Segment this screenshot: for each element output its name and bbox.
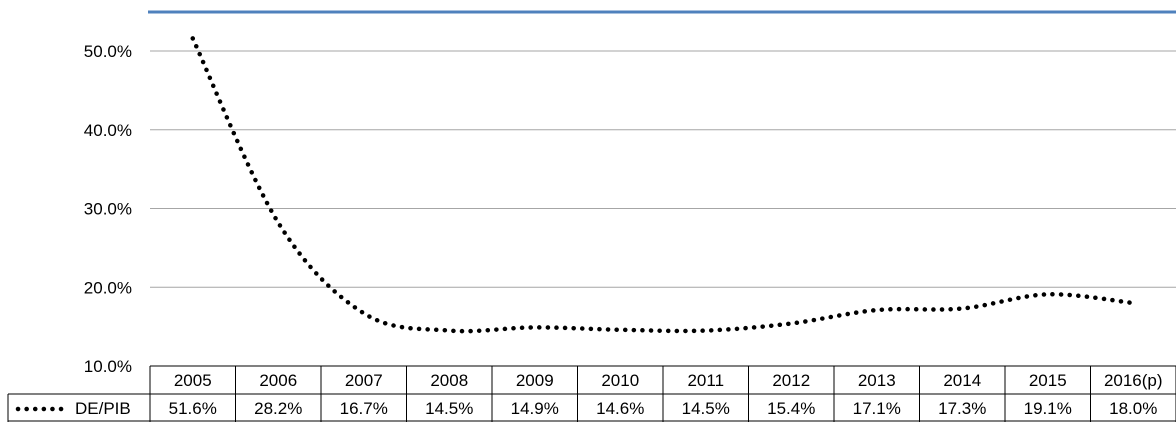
data-value-label: 17.3% xyxy=(938,399,986,418)
data-value-label: 19.1% xyxy=(1024,399,1072,418)
data-value-label: 51.6% xyxy=(169,399,217,418)
x-category-label: 2014 xyxy=(943,371,981,390)
x-category-label: 2011 xyxy=(687,371,724,390)
x-category-label: 2009 xyxy=(516,371,554,390)
y-tick-label: 40.0% xyxy=(84,121,132,140)
x-category-label: 2005 xyxy=(174,371,212,390)
x-category-label: 2015 xyxy=(1029,371,1067,390)
data-value-label: 17.1% xyxy=(853,399,901,418)
y-tick-label: 30.0% xyxy=(84,200,132,219)
data-value-label: 14.6% xyxy=(596,399,644,418)
data-value-label: 14.5% xyxy=(682,399,730,418)
y-axis-tick-labels: 10.0% 20.0% 30.0% 40.0% 50.0% xyxy=(84,42,132,376)
data-value-label: 28.2% xyxy=(254,399,302,418)
data-value-label: 16.7% xyxy=(340,399,388,418)
x-category-label: 2016(p) xyxy=(1104,371,1163,390)
series-line xyxy=(190,36,1136,334)
data-value-label: 14.9% xyxy=(511,399,559,418)
x-category-label: 2010 xyxy=(601,371,639,390)
gridlines xyxy=(148,10,1176,288)
data-value-label: 18.0% xyxy=(1109,399,1157,418)
data-table: 2005 2006 2007 2008 2009 2010 2011 2012 2013 2014… xyxy=(7,365,1176,422)
series-line-de-pib xyxy=(190,36,1136,334)
x-category-label: 2013 xyxy=(858,371,896,390)
x-category-label: 2006 xyxy=(259,371,297,390)
legend-label-de-pib: DE/PIB xyxy=(75,399,131,418)
x-category-label: 2007 xyxy=(345,371,383,390)
x-category-label: 2012 xyxy=(772,371,810,390)
data-value-label: 15.4% xyxy=(767,399,815,418)
data-value-label: 14.5% xyxy=(425,399,473,418)
x-category-label: 2008 xyxy=(430,371,468,390)
y-tick-label: 10.0% xyxy=(84,357,132,376)
y-tick-label: 50.0% xyxy=(84,42,132,61)
y-tick-label: 20.0% xyxy=(84,278,132,297)
